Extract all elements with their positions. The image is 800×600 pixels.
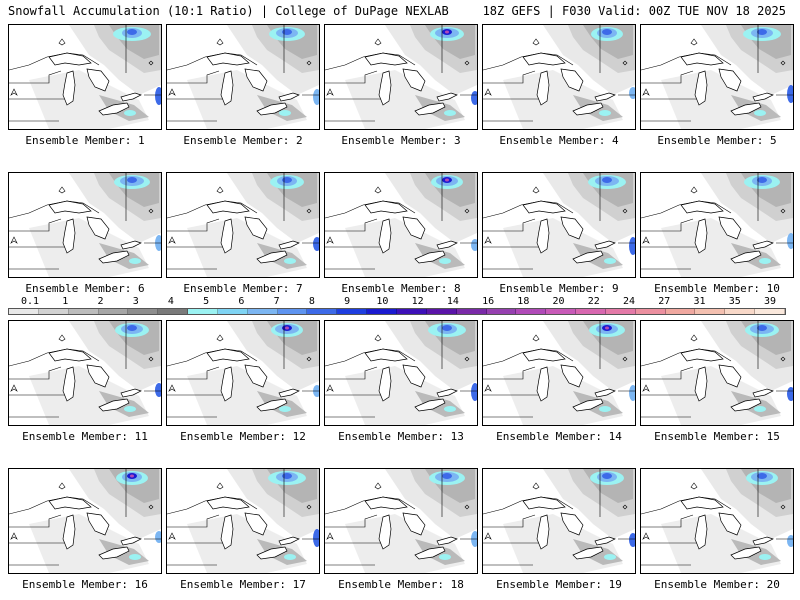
ensemble-member-map	[324, 468, 478, 574]
legend-tick-label: 9	[344, 296, 351, 307]
legend-color-swatch	[337, 309, 368, 314]
ensemble-member-map	[166, 468, 320, 574]
legend-color-swatch	[516, 309, 547, 314]
legend-tick-label: 5	[203, 296, 210, 307]
ensemble-member-label: Ensemble Member: 13	[338, 430, 464, 443]
legend-tick-label: 3	[132, 296, 139, 307]
legend-color-swatch	[68, 309, 99, 314]
ensemble-member-label: Ensemble Member: 17	[180, 578, 306, 591]
legend-tick-label: 24	[623, 296, 636, 307]
map-title: Snowfall Accumulation (10:1 Ratio) | Col…	[8, 4, 449, 18]
ensemble-member-map	[482, 320, 636, 426]
legend-color-swatch	[367, 309, 397, 314]
ensemble-member-map	[640, 468, 794, 574]
ensemble-member-label: Ensemble Member: 12	[180, 430, 306, 443]
legend-color-swatch	[665, 309, 696, 314]
legend-tick-label: 0.1	[20, 296, 40, 307]
ensemble-member-map	[166, 172, 320, 278]
legend-color-swatch	[247, 309, 278, 314]
ensemble-member-map	[640, 320, 794, 426]
ensemble-member-label: Ensemble Member: 11	[22, 430, 148, 443]
ensemble-member-map	[482, 468, 636, 574]
legend-tick-label: 20	[552, 296, 565, 307]
legend-color-swatch	[605, 309, 636, 314]
ensemble-member-map	[324, 172, 478, 278]
ensemble-member-map	[8, 172, 162, 278]
ensemble-member-map	[640, 172, 794, 278]
ensemble-member-label: Ensemble Member: 7	[183, 282, 303, 295]
ensemble-member-map	[8, 24, 162, 130]
legend-color-swatch	[217, 309, 248, 314]
legend-color-swatch	[128, 309, 159, 314]
ensemble-member-label: Ensemble Member: 20	[654, 578, 780, 591]
legend-tick-label: 7	[273, 296, 280, 307]
legend-color-swatch	[725, 309, 756, 314]
legend-color-swatch	[456, 309, 487, 314]
legend-tick-label: 1	[62, 296, 69, 307]
legend-color-swatch	[396, 309, 427, 314]
legend-color-swatch	[695, 309, 726, 314]
ensemble-member-label: Ensemble Member: 18	[338, 578, 464, 591]
legend-tick-label: 22	[587, 296, 600, 307]
legend-color-swatch	[546, 309, 577, 314]
ensemble-member-map	[482, 24, 636, 130]
ensemble-member-map	[166, 24, 320, 130]
ensemble-member-label: Ensemble Member: 14	[496, 430, 622, 443]
legend-tick-label: 35	[728, 296, 741, 307]
legend-tick-label: 39	[763, 296, 777, 307]
ensemble-member-map	[324, 320, 478, 426]
ensemble-member-label: Ensemble Member: 19	[496, 578, 622, 591]
legend-tick-label: 31	[693, 296, 706, 307]
legend-color-swatch	[426, 309, 457, 314]
ensemble-member-label: Ensemble Member: 1	[25, 134, 145, 147]
ensemble-member-label: Ensemble Member: 5	[657, 134, 777, 147]
legend-tick-label: 2	[97, 296, 104, 307]
legend-tick-label: 12	[411, 296, 424, 307]
ensemble-member-label: Ensemble Member: 2	[183, 134, 303, 147]
ensemble-member-map	[8, 320, 162, 426]
model-run-info: 18Z GEFS | F030 Valid: 00Z TUE NOV 18 20…	[482, 4, 786, 18]
legend-color-swatch	[635, 309, 666, 314]
ensemble-member-label: Ensemble Member: 3	[341, 134, 461, 147]
legend-color-swatch	[188, 309, 218, 314]
ensemble-member-label: Ensemble Member: 9	[499, 282, 619, 295]
legend-tick-label: 4	[167, 296, 174, 307]
legend-tick-label: 18	[517, 296, 530, 307]
legend-color-swatch	[755, 309, 785, 314]
legend-tick-label: 27	[658, 296, 671, 307]
legend-color-swatch	[576, 309, 606, 314]
ensemble-member-map	[8, 468, 162, 574]
legend-color-swatch	[158, 309, 189, 314]
ensemble-member-map	[640, 24, 794, 130]
legend-color-swatch	[38, 309, 69, 314]
ensemble-member-map	[482, 172, 636, 278]
legend-tick-label: 10	[376, 296, 389, 307]
ensemble-member-label: Ensemble Member: 8	[341, 282, 461, 295]
ensemble-member-label: Ensemble Member: 10	[654, 282, 780, 295]
legend-tick-label: 16	[482, 296, 495, 307]
snowfall-color-legend: 0.1 1 2 3 4 5 6 7 8 9 10 12 14 16 18 20 22 24 27 31 35 39	[8, 296, 786, 316]
ensemble-member-map	[166, 320, 320, 426]
ensemble-member-label: Ensemble Member: 4	[499, 134, 619, 147]
ensemble-member-label: Ensemble Member: 16	[22, 578, 148, 591]
legend-tick-label: 6	[238, 296, 245, 307]
legend-color-swatch	[486, 309, 517, 314]
legend-color-bar	[8, 308, 786, 315]
ensemble-member-label: Ensemble Member: 15	[654, 430, 780, 443]
legend-tick-label: 14	[446, 296, 459, 307]
legend-color-swatch	[307, 309, 338, 314]
legend-color-swatch	[98, 309, 129, 314]
legend-tick-label: 8	[308, 296, 315, 307]
legend-color-swatch	[9, 309, 39, 314]
ensemble-member-map	[324, 24, 478, 130]
ensemble-member-label: Ensemble Member: 6	[25, 282, 145, 295]
legend-color-swatch	[277, 309, 308, 314]
